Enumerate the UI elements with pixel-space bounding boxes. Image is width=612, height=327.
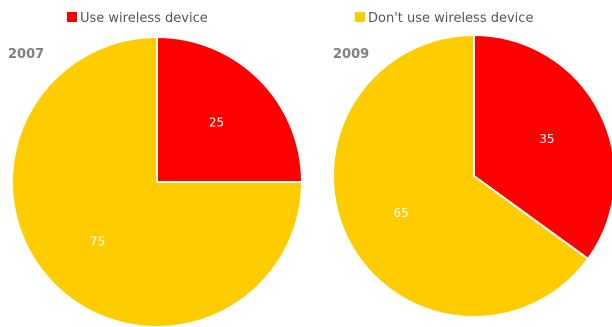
legend-label-use: Use wireless device — [80, 11, 208, 26]
slice-label-2009-don-t-use-wireless-device: 65 — [393, 206, 408, 220]
slice-label-2007-use-wireless-device: 25 — [209, 116, 224, 130]
legend-swatch-dont-use — [355, 12, 365, 22]
legend-entry-use: Use wireless device — [67, 11, 208, 26]
legend-label-dont-use: Don't use wireless device — [368, 11, 533, 26]
slice-label-2007-don-t-use-wireless-device: 75 — [90, 234, 105, 248]
legend: Use wireless device Don't use wireless d… — [67, 11, 533, 26]
pie-2009: 2009 35 65 — [332, 34, 612, 318]
pie-slice-2009-don-t-use-wireless-device — [332, 34, 590, 318]
pie-title-2007: 2007 — [8, 47, 44, 62]
slice-label-2009-use-wireless-device: 35 — [539, 132, 554, 146]
pie-slice-2009-use-wireless-device — [473, 34, 612, 260]
pie-slice-2007-don-t-use-wireless-device — [11, 36, 303, 327]
pie-2009-slices — [332, 34, 612, 318]
legend-swatch-use — [67, 12, 77, 22]
pie-2007-labels: 25 75 — [90, 116, 224, 249]
pie-2007: 2007 25 75 — [8, 36, 303, 327]
legend-entry-dont-use: Don't use wireless device — [355, 11, 533, 26]
pie-slice-2007-use-wireless-device — [156, 36, 303, 183]
pie-title-2009: 2009 — [333, 47, 369, 62]
pie-2007-slices — [11, 36, 303, 327]
pie-2009-labels: 35 65 — [393, 132, 554, 220]
